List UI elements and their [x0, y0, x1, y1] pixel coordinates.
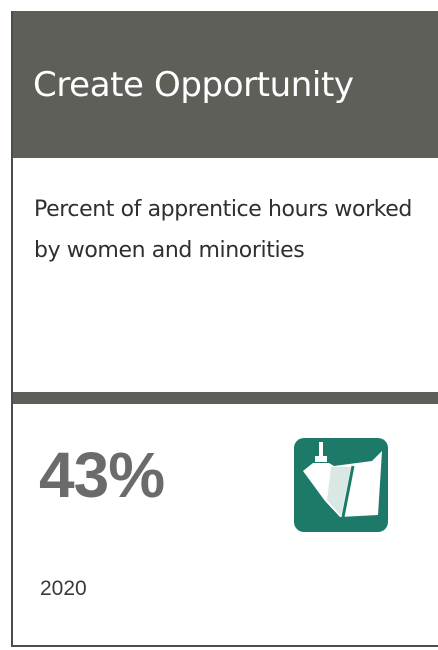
metric-year: 2020	[40, 577, 87, 600]
opportunity-card: Create Opportunity Percent of apprentice…	[11, 11, 438, 647]
card-header: Create Opportunity	[13, 11, 438, 158]
metric-value: 43%	[39, 439, 165, 511]
card-description: Percent of apprentice hours worked by wo…	[34, 197, 412, 263]
card-divider	[13, 392, 438, 404]
card-title: Create Opportunity	[33, 64, 354, 105]
boat-hull-icon	[294, 438, 388, 532]
